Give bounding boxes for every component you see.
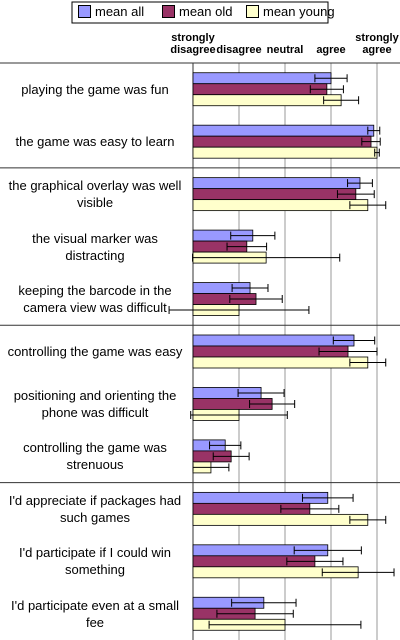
error-bar bbox=[190, 410, 288, 419]
category-label: keeping the barcode in the camera view w… bbox=[18, 283, 172, 316]
error-bar bbox=[347, 179, 373, 188]
error-bar bbox=[349, 201, 387, 210]
error-bar bbox=[309, 85, 344, 94]
error-bar bbox=[168, 306, 310, 315]
error-bar bbox=[229, 295, 283, 304]
category-label: the visual marker was distracting bbox=[32, 230, 158, 263]
error-bar bbox=[332, 336, 376, 345]
category-label: controlling the game was strenuous bbox=[23, 440, 167, 473]
error-bar bbox=[230, 231, 276, 240]
bar bbox=[192, 124, 375, 137]
bar bbox=[192, 356, 369, 369]
error-bar bbox=[208, 620, 362, 629]
error-bar bbox=[318, 347, 378, 356]
error-bar bbox=[192, 463, 230, 472]
error-bar bbox=[216, 609, 294, 618]
error-bar bbox=[349, 515, 387, 524]
error-bar bbox=[280, 504, 340, 513]
error-bar bbox=[226, 242, 268, 251]
error-bar bbox=[192, 253, 341, 262]
legend-swatch bbox=[78, 5, 91, 18]
x-tick-label: strongly agree bbox=[355, 32, 399, 56]
error-bar bbox=[321, 568, 395, 577]
category-label: the graphical overlay was well visible bbox=[8, 178, 182, 211]
error-bar bbox=[323, 96, 360, 105]
error-bar bbox=[301, 493, 354, 502]
category-label: I'd participate if I could win something bbox=[18, 545, 172, 578]
category-label: playing the game was fun bbox=[21, 81, 169, 97]
legend-entry: mean young bbox=[246, 4, 335, 19]
error-bar bbox=[237, 388, 285, 397]
legend-swatch bbox=[162, 5, 175, 18]
bar bbox=[192, 199, 369, 212]
bar bbox=[192, 334, 355, 347]
error-bar bbox=[361, 137, 381, 146]
error-bar bbox=[349, 358, 387, 367]
bar bbox=[192, 72, 332, 85]
bar bbox=[192, 188, 357, 201]
error-bar bbox=[212, 452, 250, 461]
bar bbox=[192, 94, 342, 107]
error-bar bbox=[209, 441, 242, 450]
legend-label: mean all bbox=[95, 4, 145, 19]
legend-label: mean young bbox=[263, 4, 335, 19]
x-tick-label: neutral bbox=[266, 44, 304, 56]
error-bar bbox=[286, 557, 344, 566]
x-tick-label: agree bbox=[316, 44, 346, 56]
category-label: I'd participate even at a small fee bbox=[11, 597, 179, 630]
category-label: I'd appreciate if packages had such game… bbox=[8, 492, 182, 525]
x-tick-label: disagree bbox=[216, 44, 262, 56]
error-bar bbox=[367, 126, 381, 135]
error-bar bbox=[231, 284, 269, 293]
error-bar bbox=[249, 399, 296, 408]
category-label: the game was easy to learn bbox=[15, 134, 175, 150]
legend-swatch bbox=[246, 5, 259, 18]
legend-box bbox=[71, 1, 329, 24]
error-bar bbox=[314, 74, 348, 83]
x-tick-label: strongly disagree bbox=[170, 32, 216, 56]
bar bbox=[192, 513, 369, 526]
legend-entry: mean old bbox=[162, 4, 232, 19]
error-bar bbox=[293, 546, 362, 555]
bar bbox=[192, 135, 372, 148]
bar bbox=[192, 83, 328, 96]
category-label: controlling the game was easy bbox=[7, 343, 183, 359]
legend-label: mean old bbox=[179, 4, 233, 19]
error-bar bbox=[336, 190, 375, 199]
error-bar bbox=[231, 598, 297, 607]
legend-entry: mean all bbox=[78, 4, 144, 19]
category-label: positioning and orienting the phone was … bbox=[13, 387, 177, 420]
error-bar bbox=[374, 148, 380, 157]
bar bbox=[192, 177, 361, 190]
bar bbox=[192, 146, 378, 159]
